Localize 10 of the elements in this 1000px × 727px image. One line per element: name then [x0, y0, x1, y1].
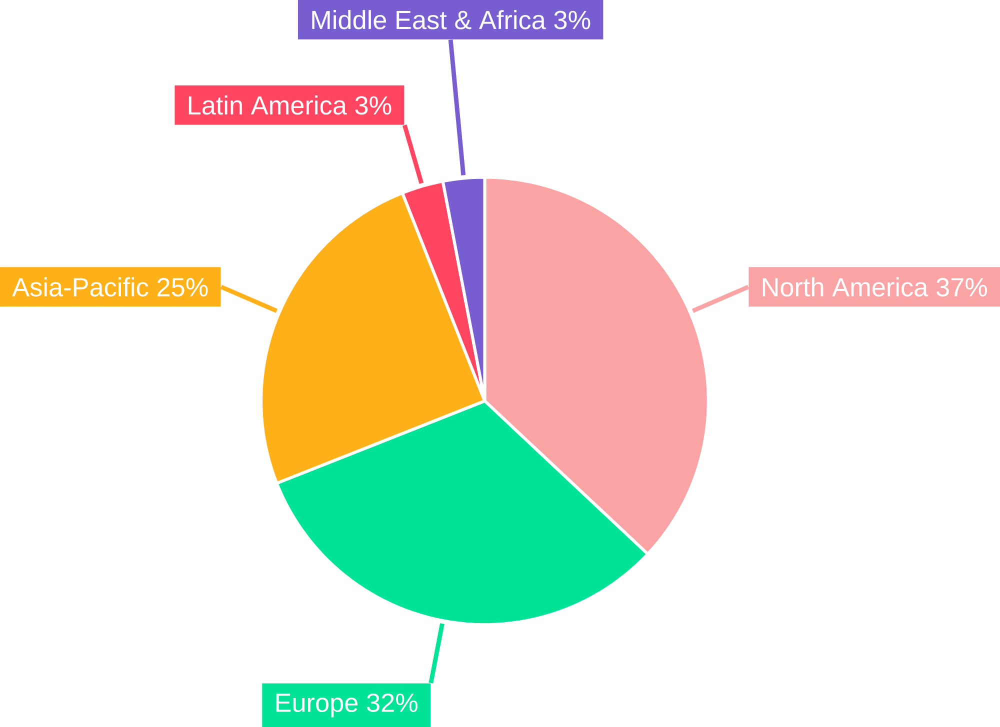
data-label: 3% [554, 10, 590, 30]
slice-label: Middle East & Africa [312, 10, 546, 30]
data-label: 25% [158, 278, 208, 296]
data-label: 32% [366, 693, 418, 712]
slice-label: Asia-Pacific [12, 277, 148, 296]
data-label: 3% [355, 96, 392, 115]
slice-label: Latin America [188, 95, 347, 115]
slice-label: North America [762, 277, 928, 296]
data-label: 37% [936, 278, 987, 296]
slice-label: Europe [276, 694, 358, 718]
